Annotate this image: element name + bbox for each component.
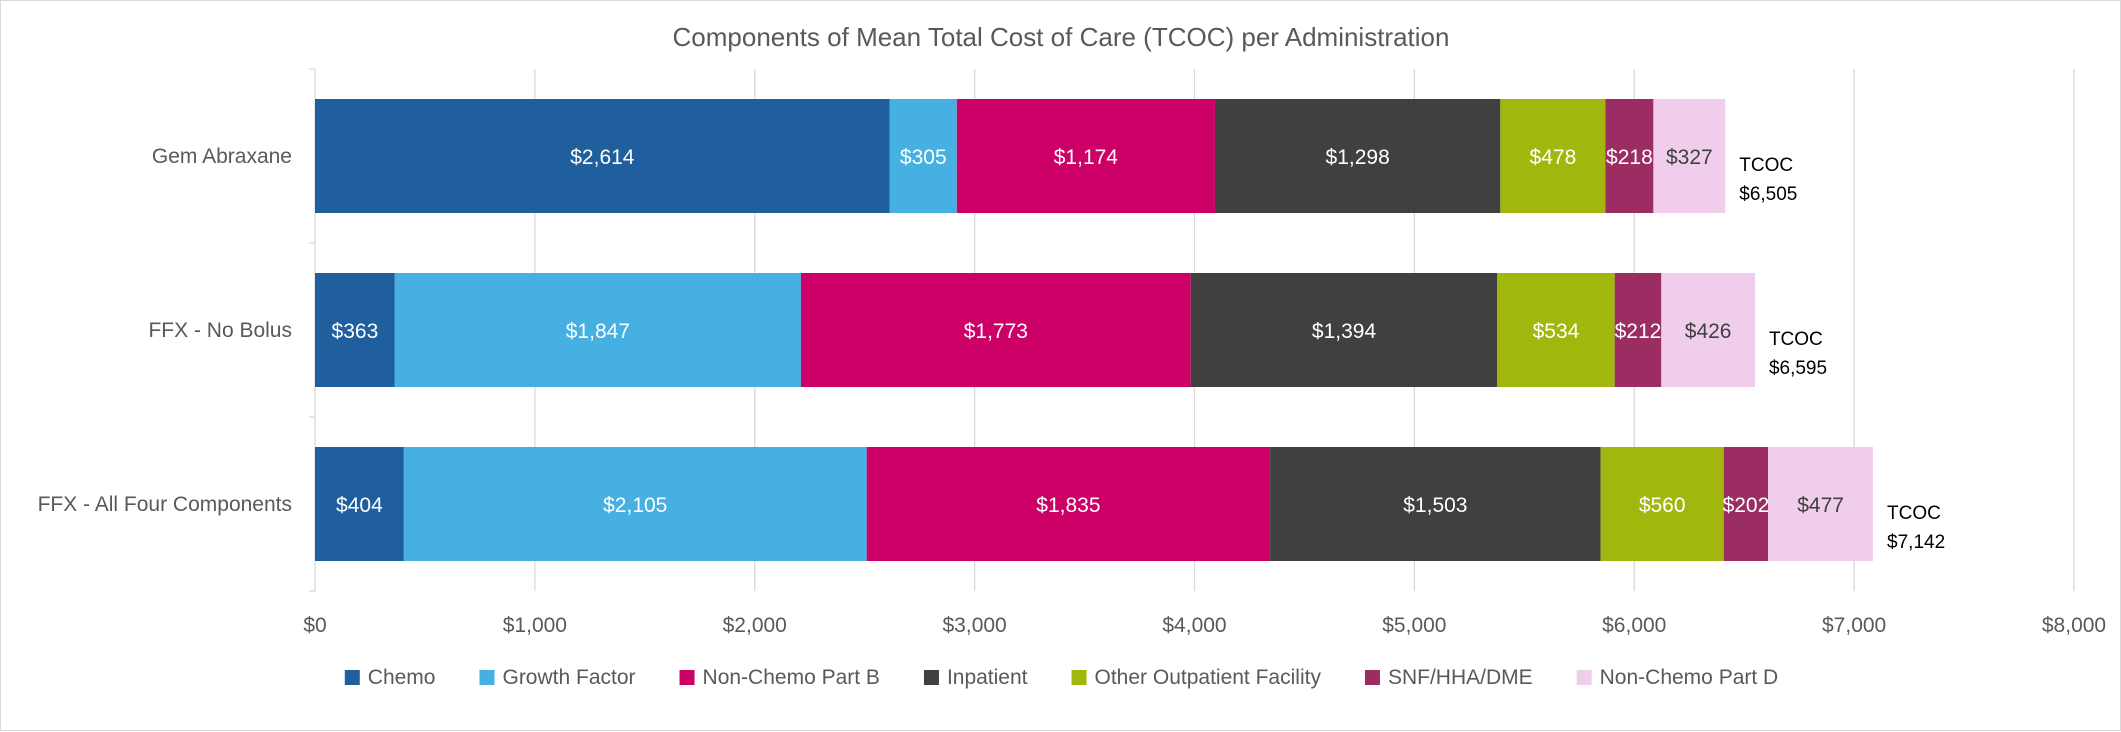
legend-label: Other Outpatient Facility [1095, 666, 1322, 689]
total-label-value: $7,142 [1887, 532, 1945, 553]
bar-data-label: $212 [1615, 320, 1662, 343]
legend-label: SNF/HHA/DME [1388, 666, 1533, 689]
bar-data-label: $1,773 [964, 320, 1028, 343]
x-tick-label: $6,000 [1602, 614, 1666, 637]
bar-data-label: $478 [1530, 146, 1577, 169]
bar-data-label: $363 [332, 320, 379, 343]
total-labels: TCOC $6,505 TCOC $6,595 TCOC $7,142 [1739, 155, 1945, 553]
x-tick-label: $1,000 [503, 614, 567, 637]
bar-segment-non-chemo-part-d [1653, 99, 1726, 213]
bar-data-label: $560 [1639, 494, 1686, 517]
bar-data-label: $404 [336, 494, 383, 517]
bar-segment-growth-factor [889, 99, 957, 213]
bar-segment-inpatient [1190, 273, 1498, 387]
legend-item: Chemo [344, 666, 436, 689]
x-tick-label: $8,000 [2042, 614, 2106, 637]
legend-item: Non-Chemo Part D [1576, 666, 1779, 689]
x-tick-label: $4,000 [1162, 614, 1226, 637]
legend-label: Non-Chemo Part D [1600, 666, 1779, 689]
bar-data-label: $218 [1606, 146, 1653, 169]
legend-item: Inpatient [923, 666, 1028, 689]
bar-data-label: $1,298 [1326, 146, 1390, 169]
bar-data-label: $1,394 [1312, 320, 1377, 343]
bar-data-label: $327 [1666, 146, 1713, 169]
bar-segment-non-chemo-part-d [1768, 447, 1874, 561]
bar-data-label: $202 [1723, 494, 1770, 517]
legend-swatch [1576, 670, 1592, 685]
bar-data-label: $1,847 [566, 320, 630, 343]
total-label-title: TCOC [1739, 155, 1793, 176]
bar-segment-non-chemo-part-b [800, 273, 1191, 387]
bar-segment-non-chemo-part-b [866, 447, 1271, 561]
bar-data-label: $2,105 [603, 494, 667, 517]
legend-item: Non-Chemo Part B [679, 666, 880, 689]
legend-swatch [1364, 670, 1380, 685]
bar-segment-non-chemo-part-d [1661, 273, 1755, 387]
category-label: FFX - All Four Components [38, 493, 292, 516]
bar-segment-non-chemo-part-b [956, 99, 1215, 213]
legend-swatch [679, 670, 695, 685]
legend-swatch [479, 670, 495, 685]
bar-segment-snf-hha-dme [1614, 273, 1662, 387]
bar-segment-other-outpatient-facility [1497, 273, 1615, 387]
total-label-value: $6,595 [1769, 358, 1827, 379]
bar-segment-chemo [315, 273, 395, 387]
legend-swatch [1071, 670, 1087, 685]
bar-data-label: $1,503 [1403, 494, 1467, 517]
bar-segment-snf-hha-dme [1723, 447, 1769, 561]
x-tick-label: $5,000 [1382, 614, 1446, 637]
legend-label: Non-Chemo Part B [703, 666, 880, 689]
total-label-value: $6,505 [1739, 184, 1797, 205]
bar-data-label: $1,174 [1054, 146, 1119, 169]
bar-data-label: $2,614 [570, 146, 635, 169]
x-axis: $0 $1,000 $2,000 $3,000 $4,000 $5,000 $6,000 $7… [303, 68, 2106, 637]
total-label-title: TCOC [1769, 329, 1823, 350]
legend-item: Other Outpatient Facility [1071, 666, 1322, 689]
bar-data-label: $426 [1685, 320, 1732, 343]
bar-segment-snf-hha-dme [1605, 99, 1654, 213]
category-label: Gem Abraxane [152, 145, 292, 168]
bar-segment-chemo [315, 447, 404, 561]
bar-segment-inpatient [1214, 99, 1501, 213]
bar-segment-growth-factor [394, 273, 801, 387]
bar-data-label: $1,835 [1036, 494, 1100, 517]
x-tick-label: $7,000 [1822, 614, 1886, 637]
bar-data-label: $305 [900, 146, 947, 169]
legend-item: Growth Factor [479, 666, 636, 689]
legend-label: Growth Factor [502, 666, 635, 689]
bar-segment-other-outpatient-facility [1600, 447, 1724, 561]
legend-label: Chemo [368, 666, 436, 689]
x-tick-label: $2,000 [723, 614, 787, 637]
bar-segment-growth-factor [403, 447, 867, 561]
total-label-title: TCOC [1887, 503, 1941, 524]
legend-label: Inpatient [947, 666, 1028, 689]
legend-swatch [923, 670, 939, 685]
chart-title: Components of Mean Total Cost of Care (T… [673, 22, 1450, 52]
x-tick-label: $0 [303, 614, 326, 637]
bar-segment-chemo [315, 99, 890, 213]
bars: $2,614 $305 $1,174 $1,298 $478 $218 $327 $363 $1… [315, 99, 1874, 561]
legend-swatch [344, 670, 360, 685]
legend-item: SNF/HHA/DME [1364, 666, 1533, 689]
category-label: FFX - No Bolus [148, 319, 292, 342]
x-tick-label: $3,000 [943, 614, 1007, 637]
bar-segment-other-outpatient-facility [1500, 99, 1606, 213]
bar-data-label: $534 [1533, 320, 1580, 343]
bar-data-label: $477 [1797, 494, 1844, 517]
category-labels: Gem Abraxane FFX - No Bolus FFX - All Four… [38, 145, 292, 516]
legend: Chemo Growth Factor Non-Chemo Part B Inpati… [344, 666, 1779, 689]
bar-segment-inpatient [1270, 447, 1601, 561]
